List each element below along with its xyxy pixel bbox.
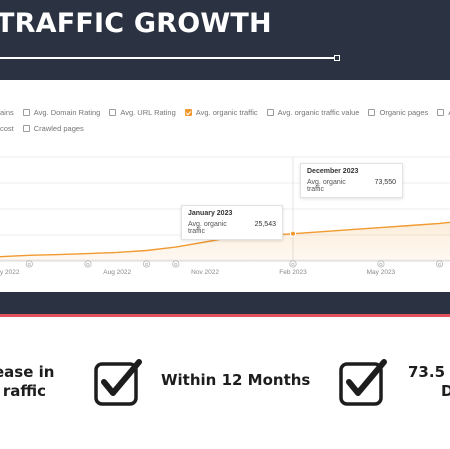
annotation-marker-label: G (28, 262, 32, 267)
stat-increase-line2: raffic (2, 382, 46, 400)
metric-checkbox-r1-2[interactable]: Avg. URL Rating (109, 108, 176, 117)
annotation-marker (142, 260, 151, 268)
x-tick-label: Feb 2023 (279, 269, 307, 276)
tooltip-date: January 2023 (188, 210, 233, 217)
checkbox-icon[interactable] (22, 125, 30, 132)
annotation-marker-label: G (145, 262, 149, 267)
tooltip-value: 73,550 (374, 179, 396, 186)
metric-checkbox-r1-3[interactable]: Avg. organic traffic (184, 108, 258, 117)
metric-checkbox-label: Crawled pages (33, 124, 84, 133)
metric-checkbox-r2-1[interactable]: Crawled pages (22, 124, 84, 133)
check-mark-icon (94, 359, 142, 406)
annotation-marker-label: G (438, 262, 442, 267)
metric-checkbox-label: Organic pages (379, 108, 429, 117)
dark-band (0, 292, 450, 314)
metric-checkbox-label: Avg. pa (448, 108, 450, 117)
tooltip-metric: Avg. organic traffic (188, 221, 227, 235)
series-line (0, 221, 450, 258)
banner-title: TRAFFIC GROWTH (0, 8, 272, 39)
annotation-marker (289, 260, 297, 268)
checkbox-icon[interactable] (184, 109, 192, 116)
stat-increase: ease in raffic (0, 363, 55, 401)
banner-divider (0, 57, 336, 59)
metric-checkbox-label: cost (0, 124, 14, 133)
annotation-marker (25, 260, 33, 268)
stat-increase-line1: ease in (0, 363, 55, 381)
metric-checkbox-r1-1[interactable]: Avg. Domain Rating (22, 108, 101, 117)
annotation-marker-label: G (379, 262, 383, 267)
annotation-marker (435, 260, 444, 268)
stat-within: Within 12 Months (161, 371, 311, 389)
metric-checkbox-r1-5[interactable]: Organic pages (368, 108, 428, 117)
metric-checkbox-r1-4[interactable]: Avg. organic traffic value (266, 108, 360, 117)
stat-total: 73.5 K D (408, 363, 450, 401)
header-banner: TRAFFIC GROWTH (0, 0, 450, 80)
checkbox-icon[interactable] (109, 109, 117, 116)
annotation-marker-label: G (291, 262, 295, 267)
metric-checkbox-label: Avg. organic traffic (195, 108, 258, 117)
tooltip-metric: Avg. organic traffic (307, 179, 346, 193)
tooltip-january-2023: January 2023 Avg. organic traffic 25,543 (181, 205, 283, 240)
checkbox-icon[interactable] (22, 109, 30, 116)
metric-checkbox-r2-0[interactable]: cost (0, 124, 14, 133)
checkbox-icon[interactable] (437, 109, 445, 116)
stat-total-line2: D (441, 382, 450, 400)
tooltip-date: December 2023 (307, 168, 359, 175)
metric-checkbox-label: Avg. Domain Rating (33, 108, 101, 117)
checkbox-icon[interactable] (368, 109, 376, 116)
metric-checkbox-label: Avg. organic traffic value (277, 108, 360, 117)
series-area (0, 222, 450, 261)
metric-checkbox-r1-6[interactable]: Avg. pa (437, 108, 450, 117)
annotation-marker-label: G (174, 262, 178, 267)
checkbox-icon[interactable] (266, 109, 274, 116)
tooltip-december-2023: December 2023 Avg. organic traffic 73,55… (300, 163, 403, 198)
filter-row-1: ains Avg. Domain Rating Avg. URL Rating Avg… (0, 108, 450, 117)
x-tick-label: Nov 2022 (191, 269, 219, 276)
annotation-marker (377, 260, 385, 268)
x-tick-label: Aug 2022 (103, 269, 131, 276)
filter-row-2: cost Crawled pages (0, 124, 93, 133)
metric-checkbox-r1-0[interactable]: ains (0, 108, 14, 117)
metric-checkbox-label: Avg. URL Rating (120, 108, 176, 117)
accent-stripe (0, 314, 450, 317)
metric-checkbox-label: ains (0, 108, 14, 117)
data-point (289, 230, 297, 237)
tooltip-value: 25,543 (254, 221, 276, 228)
x-tick-label: May 2023 (367, 269, 396, 276)
annotation-marker (172, 260, 180, 268)
divider-end-marker (334, 55, 340, 61)
x-tick-label: y 2022 (0, 269, 20, 276)
stat-total-line1: 73.5 K (408, 363, 450, 381)
annotation-marker (84, 260, 92, 268)
check-mark-icon (339, 359, 387, 406)
annotation-marker-label: G (86, 262, 90, 267)
